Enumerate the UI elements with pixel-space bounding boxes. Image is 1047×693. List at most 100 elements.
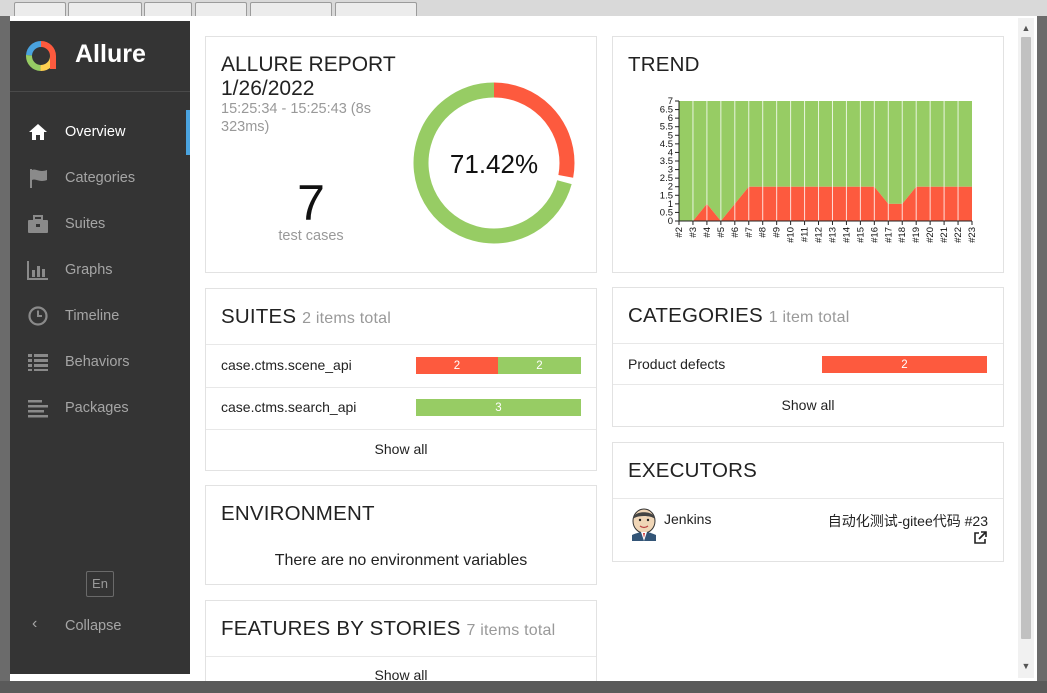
sidebar-item-label: Categories [65, 170, 136, 186]
suite-row[interactable]: case.ctms.search_api 3 [206, 388, 596, 429]
environment-title[interactable]: ENVIRONMENT [221, 502, 375, 525]
pass-rate-donut: 71.42% [413, 82, 575, 244]
divider [613, 498, 1003, 499]
scroll-down-icon[interactable]: ▼ [1021, 661, 1031, 671]
external-link-icon[interactable] [973, 531, 987, 545]
background-toolbar [0, 0, 1047, 17]
features-title[interactable]: FEATURES BY STORIES 7 items total [221, 617, 555, 641]
trend-y-tick-label: 4 [668, 147, 673, 158]
background-button [68, 2, 142, 17]
category-name: Product defects [628, 356, 726, 372]
category-status-bar: 2 [822, 356, 987, 373]
failed-segment: 2 [416, 357, 498, 374]
briefcase-icon [28, 215, 48, 233]
trend-x-tick-label: #4 [702, 227, 713, 238]
category-row[interactable]: Product defects 2 [613, 344, 1003, 384]
collapse-button[interactable]: ‹ Collapse [10, 613, 190, 639]
trend-y-tick-label: 5.5 [660, 122, 673, 133]
sidebar: Allure Overview Categories [10, 21, 190, 674]
report-modal: Allure Overview Categories [10, 16, 1037, 681]
executor-build-link[interactable]: 自动化测试-gitee代码 #23 [827, 513, 988, 529]
executor-name: Jenkins [664, 511, 712, 527]
trend-widget: TREND 0 0.5 1 1.5 2 2.5 3 3.5 4 4.5 5 5.5 6 6.5 7 #2 #3 #… [612, 36, 1004, 273]
trend-x-tick-label: #16 [869, 227, 880, 243]
divider [206, 429, 596, 430]
trend-x-tick-label: #14 [841, 227, 852, 243]
features-show-all[interactable]: Show all [374, 667, 428, 681]
trend-y-tick-label: 0.5 [660, 207, 673, 218]
sidebar-item-label: Timeline [65, 308, 120, 324]
report-duration: 323ms) [221, 119, 270, 135]
trend-y-tick-label: 2.5 [660, 173, 673, 184]
suite-name: case.ctms.search_api [221, 399, 357, 415]
collapse-label: Collapse [65, 618, 122, 634]
passed-segment: 3 [416, 399, 581, 416]
suites-show-all[interactable]: Show all [374, 441, 428, 457]
sidebar-item-categories[interactable]: Categories [10, 155, 190, 201]
sidebar-item-label: Graphs [65, 262, 113, 278]
divider [613, 384, 1003, 385]
trend-x-tick-label: #13 [827, 227, 838, 243]
trend-x-tick-label: #10 [786, 227, 797, 243]
trend-title[interactable]: TREND [628, 53, 700, 76]
scroll-up-icon[interactable]: ▲ [1021, 23, 1031, 33]
executors-title[interactable]: EXECUTORS [628, 459, 758, 482]
passed-segment: 2 [498, 357, 581, 374]
sidebar-item-packages[interactable]: Packages [10, 385, 190, 431]
language-button[interactable]: En [86, 571, 114, 597]
trend-x-tick-label: #9 [772, 227, 783, 238]
trend-failed-area [679, 186, 972, 221]
divider [613, 343, 1003, 344]
trend-y-tick-label: 0 [668, 216, 673, 227]
sidebar-item-overview[interactable]: Overview [10, 109, 190, 155]
categories-title[interactable]: CATEGORIES 1 item total [628, 304, 849, 328]
trend-y-tick-label: 3 [668, 165, 673, 176]
sidebar-item-behaviors[interactable]: Behaviors [10, 339, 190, 385]
test-case-count: 7 [297, 175, 325, 231]
chevron-left-icon: ‹ [32, 615, 38, 632]
summary-widget: ALLURE REPORT 1/26/2022 15:25:34 - 15:25… [205, 36, 597, 273]
align-left-icon [28, 400, 48, 418]
failed-segment: 2 [822, 356, 987, 373]
sidebar-item-suites[interactable]: Suites [10, 201, 190, 247]
trend-x-tick-label: #2 [674, 227, 685, 238]
categories-widget: CATEGORIES 1 item total Product defects … [612, 287, 1004, 427]
donut-passed-segment [413, 82, 575, 244]
pass-rate-label: 71.42% [450, 149, 538, 179]
trend-y-tick-label: 6 [668, 113, 673, 124]
sidebar-item-label: Packages [65, 400, 129, 416]
donut-failed-segment [413, 82, 575, 244]
background-button [14, 2, 66, 17]
trend-x-tick-label: #7 [744, 227, 755, 238]
brand[interactable]: Allure [10, 21, 190, 92]
suite-status-bar: 2 2 [416, 357, 581, 374]
sidebar-item-timeline[interactable]: Timeline [10, 293, 190, 339]
trend-y-tick-label: 6.5 [660, 105, 673, 116]
trend-x-tick-label: #20 [925, 227, 936, 243]
features-title-text: FEATURES BY STORIES [221, 617, 461, 640]
allure-logo-icon [26, 41, 56, 71]
categories-show-all[interactable]: Show all [781, 397, 835, 413]
flag-icon [30, 169, 47, 188]
background-button [195, 2, 247, 17]
suite-row[interactable]: case.ctms.scene_api 2 2 [206, 345, 596, 387]
trend-x-tick-label: #17 [883, 227, 894, 243]
sidebar-item-graphs[interactable]: Graphs [10, 247, 190, 293]
report-title: ALLURE REPORT [221, 53, 396, 76]
brand-name: Allure [75, 40, 146, 68]
home-icon [29, 124, 47, 140]
categories-count: 1 item total [768, 309, 850, 326]
sidebar-item-label: Behaviors [65, 354, 130, 370]
trend-x-tick-label: #3 [688, 227, 699, 238]
list-icon [28, 354, 48, 371]
divider [206, 656, 596, 657]
trend-y-tick-label: 3.5 [660, 156, 673, 167]
trend-x-tick-label: #6 [730, 227, 741, 238]
clock-icon [28, 306, 48, 326]
divider [206, 344, 596, 345]
suites-title[interactable]: SUITES 2 items total [221, 305, 391, 329]
trend-y-tick-label: 4.5 [660, 139, 673, 150]
scrollbar-thumb[interactable] [1021, 37, 1031, 639]
environment-empty-text: There are no environment variables [274, 552, 528, 569]
trend-x-tick-label: #21 [939, 227, 950, 243]
